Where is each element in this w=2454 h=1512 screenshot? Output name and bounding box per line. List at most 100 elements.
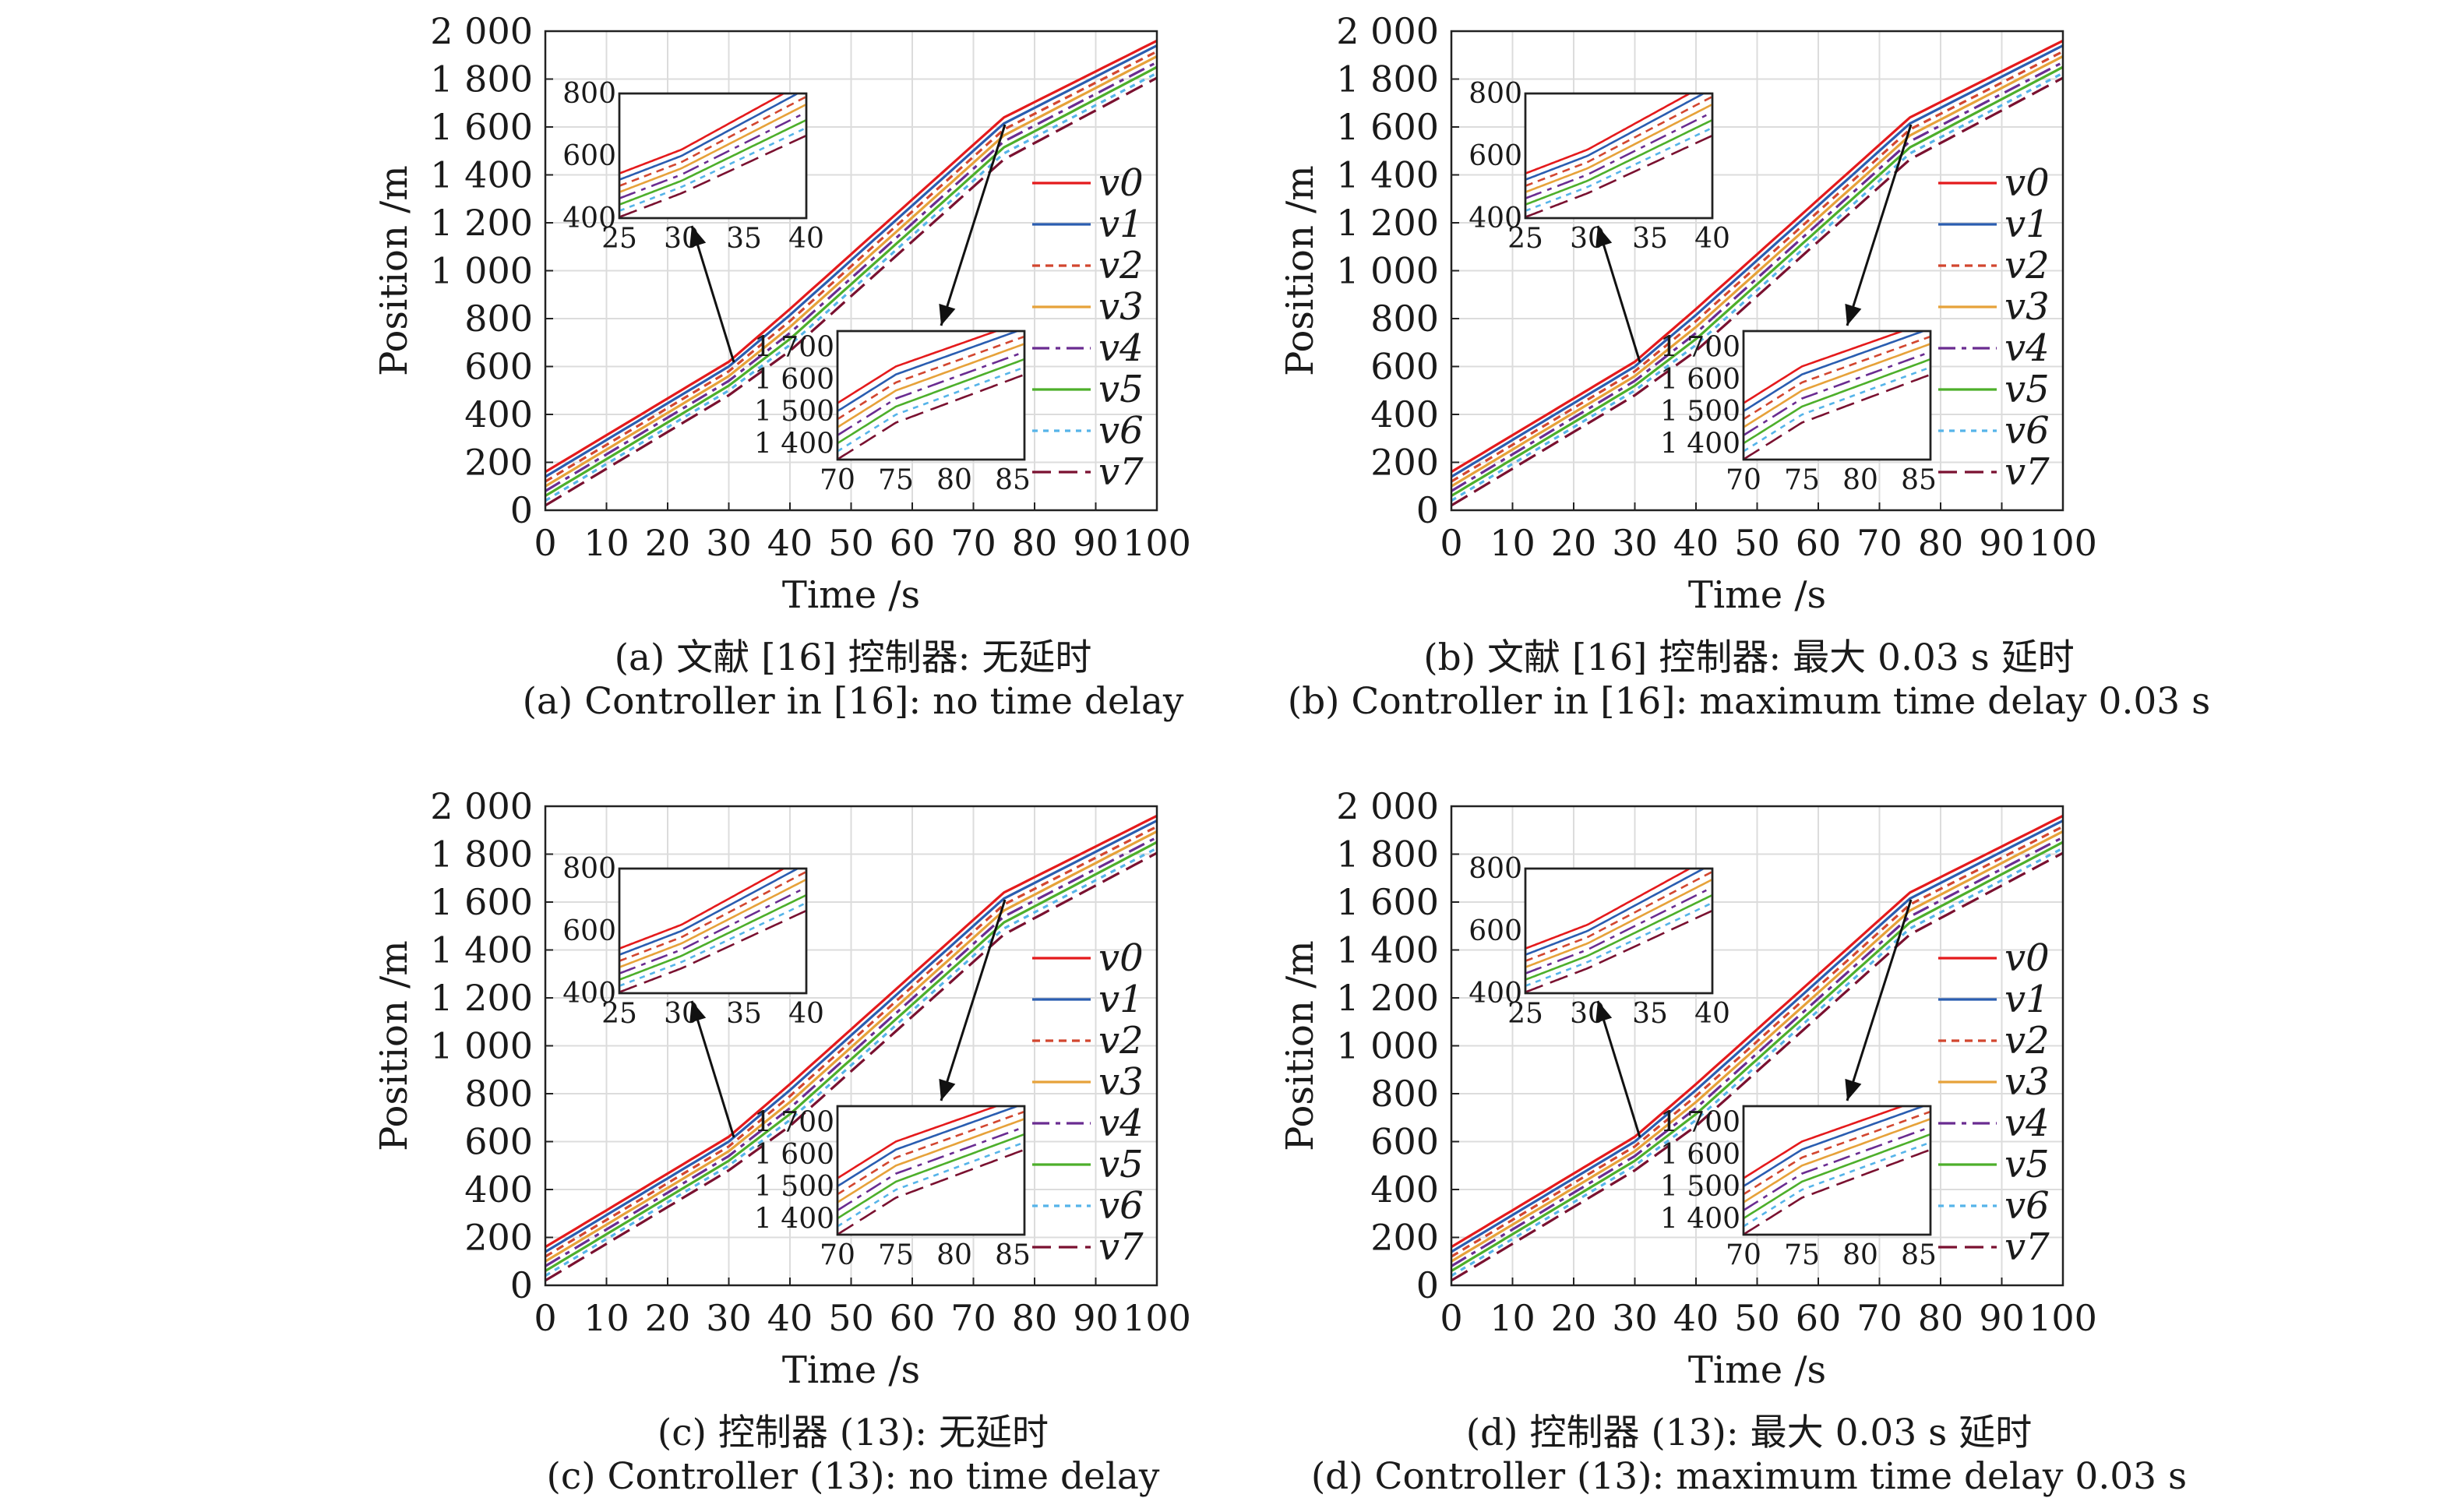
y-tick-label: 400 — [464, 393, 533, 435]
y-tick-label: 200 — [464, 442, 533, 484]
inset-x-tick-label: 40 — [788, 998, 824, 1030]
inset-series-line-v3 — [1744, 343, 1930, 428]
y-tick-label: 1 200 — [1336, 202, 1439, 244]
inset-series-line-v3 — [619, 878, 806, 968]
inset-series-group — [619, 93, 806, 218]
y-tick-label: 1 000 — [430, 250, 533, 292]
inset-series-line-v2 — [1744, 335, 1930, 421]
legend-label-v5: v5 — [1098, 1143, 1144, 1186]
x-tick-label: 60 — [1796, 522, 1842, 564]
inset-series-line-v1 — [837, 331, 1021, 412]
inset-frame — [1524, 867, 1714, 995]
inset-series-line-v6 — [837, 1141, 1024, 1228]
inset-y-tick-label: 400 — [562, 978, 616, 1010]
legend-label-v7: v7 — [1098, 1225, 1144, 1269]
zoom-arrow-line — [1596, 225, 1641, 363]
x-tick-label: 100 — [2029, 522, 2097, 564]
y-axis-label: Position /m — [372, 940, 416, 1151]
zoom-arrow-head — [1595, 1001, 1613, 1024]
x-axis-label: Time /s — [782, 573, 920, 617]
x-tick-label: 90 — [1073, 522, 1119, 564]
legend-label-v6: v6 — [1098, 409, 1144, 453]
y-tick-label: 0 — [1416, 1264, 1439, 1306]
inset-series-line-v0 — [1744, 331, 1906, 404]
inset-y-tick-label: 600 — [1469, 915, 1522, 947]
inset-series-line-v2 — [619, 95, 806, 187]
y-tick-label: 2 000 — [430, 785, 533, 827]
inset-series-group — [1525, 93, 1712, 218]
inset-x-tick-label: 85 — [1901, 1239, 1937, 1271]
inset-series-group — [837, 1106, 1024, 1235]
inset-y-tick-label: 1 500 — [754, 396, 834, 428]
inset-y-tick-label: 1 600 — [754, 1139, 834, 1171]
inset-y-tick-label: 800 — [562, 853, 616, 885]
y-tick-label: 400 — [1370, 1168, 1439, 1211]
x-tick-label: 50 — [1734, 522, 1780, 564]
y-tick-label: 1 600 — [1336, 106, 1439, 148]
y-tick-label: 1 800 — [1336, 834, 1439, 876]
inset-y-tick-label: 1 400 — [1660, 1203, 1740, 1235]
zoom-arrow-head — [1595, 226, 1613, 248]
x-tick-label: 50 — [828, 1297, 874, 1339]
y-axis-label: Position /m — [1278, 940, 1322, 1151]
series-line-v3 — [545, 830, 1157, 1263]
inset-series-line-v4 — [1744, 1126, 1930, 1211]
series-group — [545, 39, 1157, 507]
inset-frame-bg — [618, 867, 808, 995]
legend-label-v7: v7 — [2004, 1225, 2050, 1269]
inset-series-line-v2 — [1525, 95, 1712, 187]
y-tick-label: 800 — [1370, 298, 1439, 340]
inset-frame — [618, 867, 808, 995]
legend-label-v1: v1 — [1098, 978, 1144, 1021]
inset-y-tick-label: 1 700 — [754, 332, 834, 364]
legend-label-v3: v3 — [2004, 1060, 2050, 1104]
inset-x-tick-label: 70 — [820, 1239, 855, 1271]
x-tick-label: 90 — [1979, 1297, 2025, 1339]
inset-series-line-v1 — [1525, 93, 1706, 181]
series-line-v6 — [1451, 72, 2063, 502]
inset-series-line-v0 — [1525, 93, 1692, 174]
zoom-arrow-head — [689, 226, 707, 248]
x-tick-label: 0 — [1440, 522, 1462, 564]
inset-series-line-v1 — [1744, 1106, 1927, 1187]
series-line-v4 — [1451, 61, 2063, 492]
inset-series-line-v1 — [1525, 869, 1706, 956]
zoom-arrow-head — [939, 1078, 956, 1101]
y-tick-label: 1 000 — [430, 1025, 533, 1067]
legend-label-v2: v2 — [1098, 244, 1144, 287]
x-tick-label: 10 — [1490, 1297, 1536, 1339]
inset-y-tick-label: 1 400 — [754, 1203, 834, 1235]
y-tick-label: 1 200 — [430, 977, 533, 1019]
inset-y-tick-label: 800 — [1469, 853, 1522, 885]
series-group — [1451, 814, 2063, 1282]
inset-series-line-v1 — [619, 93, 800, 181]
x-tick-label: 80 — [1918, 1297, 1964, 1339]
series-line-v2 — [545, 50, 1157, 483]
caption-c-cn: (c) 控制器 (13): 无延时 — [657, 1412, 1049, 1454]
inset-y-tick-label: 400 — [1469, 203, 1522, 234]
zoom-arrow-line — [690, 225, 735, 363]
series-line-v5 — [1451, 65, 2063, 497]
inset-series-line-v7 — [1744, 373, 1930, 460]
series-line-v2 — [1451, 50, 2063, 483]
inset-series-line-v1 — [619, 869, 800, 956]
inset-x-tick-label: 35 — [1632, 998, 1668, 1030]
y-tick-label: 1 600 — [430, 881, 533, 923]
x-tick-label: 90 — [1073, 1297, 1119, 1339]
legend-label-v3: v3 — [1098, 285, 1144, 329]
inset-series-line-v5 — [619, 118, 806, 206]
series-line-v6 — [545, 847, 1157, 1278]
legend-label-v6: v6 — [1098, 1184, 1144, 1228]
inset-frame-bg — [1742, 1105, 1932, 1236]
legend-label-v1: v1 — [1098, 203, 1144, 246]
series-line-v5 — [1451, 841, 2063, 1272]
y-tick-label: 1 800 — [430, 834, 533, 876]
inset-series-line-v6 — [837, 366, 1024, 453]
legend-label-v0: v0 — [1098, 936, 1144, 980]
inset-series-line-v7 — [837, 373, 1024, 460]
inset-y-tick-label: 1 400 — [1660, 428, 1740, 460]
